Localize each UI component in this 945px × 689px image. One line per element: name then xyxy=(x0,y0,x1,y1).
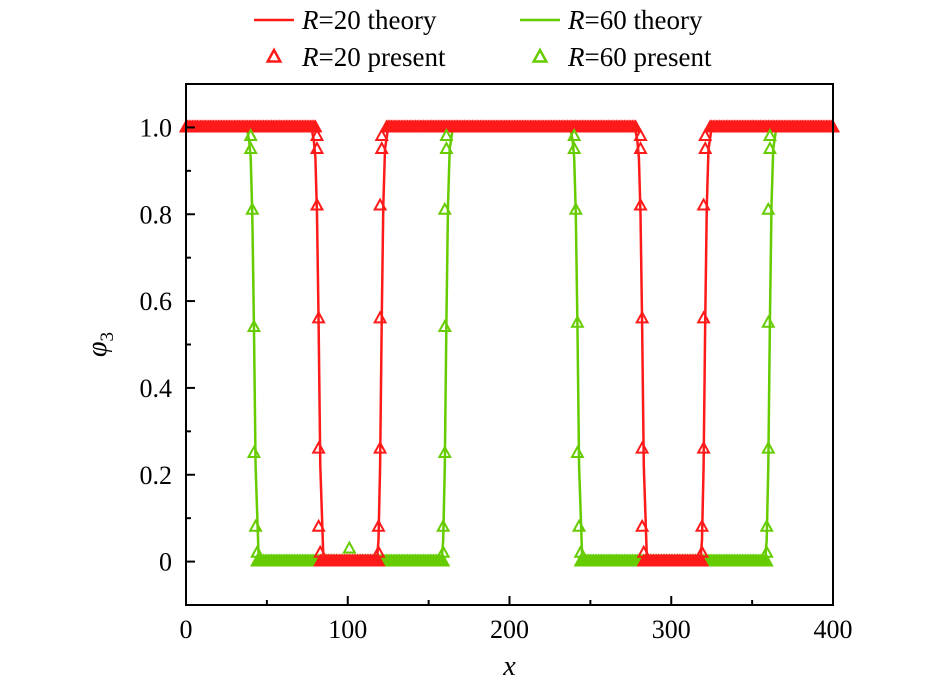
y-axis-label: φ3 xyxy=(82,332,118,357)
data-point xyxy=(437,201,452,215)
data-point xyxy=(698,128,713,141)
y-tick-label: 0 xyxy=(159,548,172,577)
x-tick-label: 400 xyxy=(814,615,853,644)
data-point xyxy=(633,128,648,141)
data-point xyxy=(436,518,451,532)
series-line-r-60-theory xyxy=(186,126,833,563)
x-axis: 0 100 200 300 400 xyxy=(180,596,853,644)
legend-marker-swatch xyxy=(265,47,283,63)
plateau-marker xyxy=(436,553,451,567)
data-point xyxy=(437,319,452,333)
y-tick-label: 1.0 xyxy=(140,113,173,142)
data-point xyxy=(243,128,258,141)
data-point xyxy=(313,544,328,558)
data-point xyxy=(694,544,710,558)
data-point xyxy=(311,440,326,454)
y-tick-label: 0.8 xyxy=(140,200,173,229)
series-layer xyxy=(178,119,841,567)
data-point xyxy=(567,128,582,141)
x-tick-label: 300 xyxy=(652,615,691,644)
plateau-marker xyxy=(759,553,774,567)
data-point xyxy=(573,544,588,558)
data-point xyxy=(374,141,389,155)
legend-label: R=60 theory xyxy=(567,5,703,35)
data-point xyxy=(246,319,262,333)
data-point xyxy=(694,518,710,532)
data-point xyxy=(759,518,774,532)
data-point xyxy=(761,440,776,454)
data-point xyxy=(761,201,776,215)
y-axis: 0 0.2 0.4 0.6 0.8 1.0 xyxy=(140,113,195,577)
data-point xyxy=(633,197,648,211)
data-point xyxy=(570,444,585,458)
data-point xyxy=(696,440,711,454)
data-point xyxy=(245,201,260,215)
data-point xyxy=(568,201,583,215)
data-point xyxy=(371,544,386,558)
x-axis-label: x xyxy=(502,651,516,682)
legend-label: R=20 present xyxy=(301,42,446,72)
series-line-r-20-theory xyxy=(186,126,833,563)
data-point xyxy=(570,314,585,328)
data-point xyxy=(635,440,650,454)
data-point xyxy=(311,518,326,532)
data-point xyxy=(567,141,582,155)
plateau-marker xyxy=(628,119,643,133)
data-point xyxy=(762,141,778,155)
legend-label: R=20 theory xyxy=(301,5,437,35)
y-tick-label: 0.6 xyxy=(140,287,173,316)
data-point xyxy=(696,197,711,211)
y-tick-label: 0.2 xyxy=(140,461,173,490)
data-point xyxy=(373,440,388,454)
data-point xyxy=(635,310,650,324)
data-point xyxy=(250,544,265,558)
data-point xyxy=(309,128,325,141)
data-point xyxy=(309,197,325,211)
data-point xyxy=(696,310,711,324)
data-point xyxy=(759,544,774,558)
data-point xyxy=(248,518,263,532)
plot-frame xyxy=(185,83,834,606)
data-point xyxy=(762,128,778,141)
data-point xyxy=(373,197,388,211)
plot-area: 0 100 200 300 400 0 0.2 0.4 0.6 0.8 1.0 xyxy=(140,83,853,644)
plateau-marker xyxy=(371,553,386,567)
legend: R=20 theory R=60 theory R=20 present R=60 p… xyxy=(254,5,712,72)
data-point xyxy=(246,444,262,458)
data-point xyxy=(636,544,651,558)
x-tick-label: 100 xyxy=(328,615,367,644)
data-point xyxy=(571,518,587,532)
legend-marker-swatch xyxy=(531,47,549,63)
data-point xyxy=(761,314,776,328)
data-point xyxy=(311,310,326,324)
data-point xyxy=(439,128,454,141)
legend-label: R=60 present xyxy=(567,42,712,72)
x-tick-label: 0 xyxy=(180,615,193,644)
data-point xyxy=(373,310,388,324)
data-point xyxy=(635,518,650,532)
data-point xyxy=(342,540,357,554)
data-point xyxy=(439,141,454,155)
x-tick-label: 200 xyxy=(490,615,529,644)
data-point xyxy=(371,518,386,532)
data-point xyxy=(437,444,452,458)
data-point xyxy=(374,128,389,141)
plateau-marker xyxy=(694,553,710,567)
data-point xyxy=(243,141,258,155)
data-point xyxy=(633,141,648,155)
y-tick-label: 0.4 xyxy=(140,374,173,403)
data-point xyxy=(698,141,713,155)
data-point xyxy=(436,544,451,558)
data-point xyxy=(309,141,325,155)
